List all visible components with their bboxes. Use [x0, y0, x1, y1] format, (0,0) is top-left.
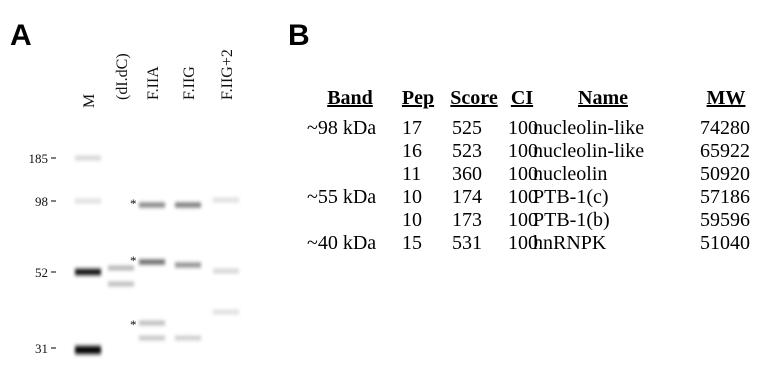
table-cell: ~98 kDa	[307, 117, 376, 139]
gel-band	[213, 270, 239, 273]
marker-label: 31	[35, 341, 48, 356]
marker-label: 52	[35, 265, 48, 280]
table-cell: 50920	[700, 163, 750, 185]
marker-label: 185	[29, 151, 49, 166]
gel-band	[213, 199, 239, 202]
table-cell: 65922	[700, 140, 750, 162]
table-cell: hnRNPK	[533, 232, 607, 254]
asterisk: *	[130, 196, 137, 211]
gel-band	[213, 311, 239, 314]
table-cell: ~55 kDa	[307, 186, 376, 208]
table-cell: 10	[402, 186, 422, 208]
lane-label: F.IIG+2	[219, 49, 236, 100]
gel-image	[75, 157, 239, 355]
gel-band	[139, 260, 165, 264]
lane-label: F.IIG	[181, 66, 198, 100]
gel-band	[175, 337, 201, 340]
table-cell: 11	[402, 163, 421, 185]
gel-band	[75, 157, 101, 160]
gel-band	[75, 200, 101, 203]
lane-label: (dI.dC)	[114, 53, 131, 100]
table-cell: ~40 kDa	[307, 232, 376, 254]
lane-label: M	[81, 94, 98, 108]
table-cell: nucleolin	[533, 163, 607, 185]
table-cell: 57186	[700, 186, 750, 208]
table-cell: nucleolin-like	[533, 117, 644, 139]
table-header: CI	[511, 87, 533, 109]
table-cell: 51040	[700, 232, 750, 254]
lane-label: F.IIA	[145, 66, 162, 100]
gel-band	[175, 203, 201, 207]
gel-band	[139, 337, 165, 340]
asterisk: *	[130, 253, 137, 268]
table-cell: PTB-1(b)	[533, 209, 610, 231]
table-header: MW	[707, 87, 746, 109]
gel-band	[75, 269, 101, 275]
gel-labels: M (dI.dC) F.IIA F.IIG F.IIG+2 185 98 52 31 * * *	[29, 49, 237, 356]
marker-label: 98	[35, 194, 48, 209]
panel-label: B	[288, 19, 310, 52]
table-cell: nucleolin-like	[533, 140, 644, 162]
table-cell: 174	[452, 186, 482, 208]
table-cell: 523	[452, 140, 482, 162]
gel-band	[75, 346, 101, 354]
figure: A B M (dI.dC) F.IIA F.IIG F.IIG+2 185 98 52 31 * *…	[0, 0, 766, 372]
gel-band	[108, 283, 134, 286]
table-cell: 173	[452, 209, 482, 231]
table-cell: 15	[402, 232, 422, 254]
table-cell: PTB-1(c)	[533, 186, 609, 208]
table-cell: 10	[402, 209, 422, 231]
table-header: Band	[327, 87, 373, 109]
table-cell: 525	[452, 117, 482, 139]
gel-band	[175, 263, 201, 267]
table-cell: 531	[452, 232, 482, 254]
table-cell: 360	[452, 163, 482, 185]
gel-band	[139, 203, 165, 207]
table-header: Score	[450, 87, 498, 109]
table-cell: 16	[402, 140, 422, 162]
table-cell: 17	[402, 117, 422, 139]
panel-label: A	[10, 19, 32, 52]
table-cell: 59596	[700, 209, 750, 231]
table-cell: 74280	[700, 117, 750, 139]
gel-band	[139, 322, 165, 325]
table-header: Pep	[402, 87, 434, 109]
table-header: Name	[578, 87, 628, 109]
asterisk: *	[130, 317, 137, 332]
